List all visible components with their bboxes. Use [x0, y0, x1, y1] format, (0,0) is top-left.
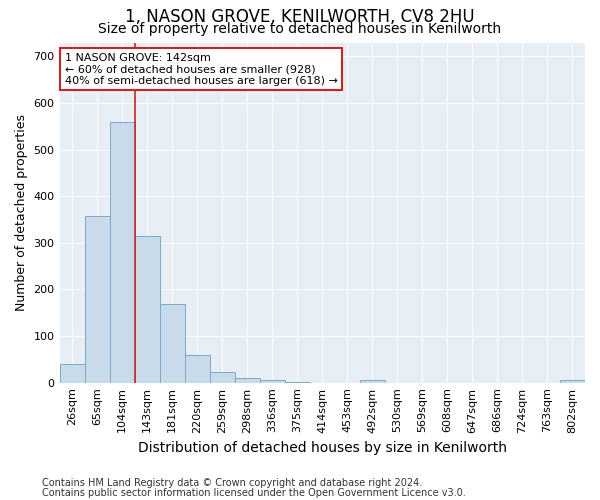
Bar	[260, 380, 285, 382]
Bar	[134, 236, 160, 382]
Bar	[560, 380, 585, 382]
Bar	[59, 364, 85, 382]
Text: Contains HM Land Registry data © Crown copyright and database right 2024.: Contains HM Land Registry data © Crown c…	[42, 478, 422, 488]
Bar	[85, 216, 110, 382]
Bar	[110, 122, 134, 382]
Bar	[185, 354, 209, 382]
Bar	[160, 304, 185, 382]
Text: 1, NASON GROVE, KENILWORTH, CV8 2HU: 1, NASON GROVE, KENILWORTH, CV8 2HU	[125, 8, 475, 26]
Bar	[235, 378, 260, 382]
Y-axis label: Number of detached properties: Number of detached properties	[15, 114, 28, 311]
Text: Contains public sector information licensed under the Open Government Licence v3: Contains public sector information licen…	[42, 488, 466, 498]
Bar	[209, 372, 235, 382]
Bar	[360, 380, 385, 382]
Text: Size of property relative to detached houses in Kenilworth: Size of property relative to detached ho…	[98, 22, 502, 36]
Text: 1 NASON GROVE: 142sqm
← 60% of detached houses are smaller (928)
40% of semi-det: 1 NASON GROVE: 142sqm ← 60% of detached …	[65, 52, 338, 86]
X-axis label: Distribution of detached houses by size in Kenilworth: Distribution of detached houses by size …	[138, 441, 507, 455]
